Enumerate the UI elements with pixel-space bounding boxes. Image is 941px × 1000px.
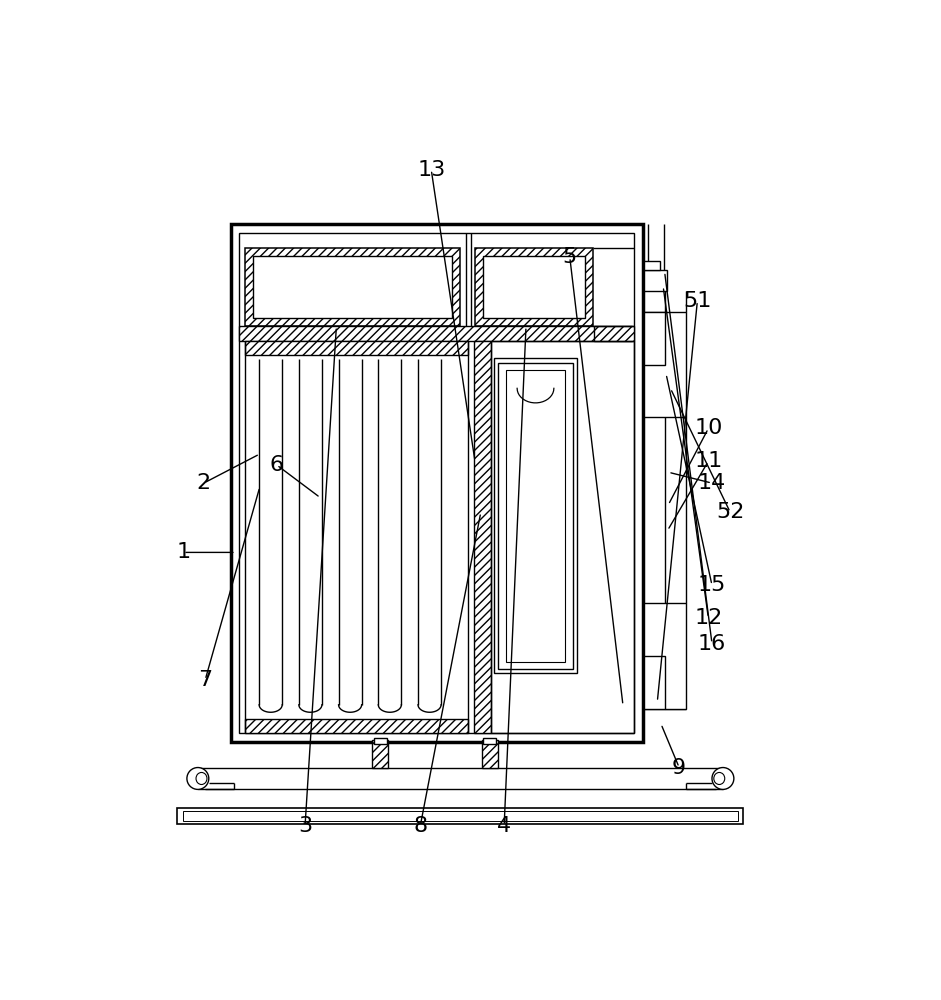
Bar [372,740,389,768]
Bar [505,370,566,662]
Bar [594,326,634,341]
Text: 8: 8 [413,816,427,836]
Text: 12: 12 [694,608,723,628]
Bar [499,363,573,669]
Text: 10: 10 [694,418,723,438]
Bar [645,312,664,365]
Ellipse shape [187,768,209,789]
Bar [178,808,743,824]
Bar [494,358,577,673]
Bar [198,768,723,789]
Bar [483,256,585,318]
Bar [473,341,491,733]
Bar [645,261,661,270]
Text: 1: 1 [176,542,190,562]
Ellipse shape [714,772,725,784]
Text: 6: 6 [269,455,283,475]
Ellipse shape [196,772,207,784]
Bar [645,656,664,709]
Text: 51: 51 [683,291,711,311]
Bar [482,740,498,768]
Bar [239,233,634,733]
Text: 5: 5 [563,247,577,267]
Bar [183,811,738,821]
Bar [645,270,667,291]
Text: 16: 16 [698,634,726,654]
Text: 9: 9 [672,758,686,778]
Text: 15: 15 [698,575,726,595]
Bar [253,256,453,318]
Text: 52: 52 [716,502,744,522]
Text: 3: 3 [298,816,312,836]
Bar [246,341,468,355]
Bar [483,738,496,744]
Text: 14: 14 [698,473,726,493]
Ellipse shape [712,768,734,789]
Bar [231,224,643,742]
Bar [645,312,686,417]
Text: 13: 13 [417,160,445,180]
Bar [246,248,460,326]
Bar [246,719,468,733]
Text: 11: 11 [694,451,723,471]
Text: 7: 7 [198,670,213,690]
Bar [645,603,686,709]
Bar [374,738,387,744]
Bar [239,326,632,341]
Bar [475,248,593,326]
Text: 2: 2 [197,473,211,493]
Text: 4: 4 [497,816,511,836]
